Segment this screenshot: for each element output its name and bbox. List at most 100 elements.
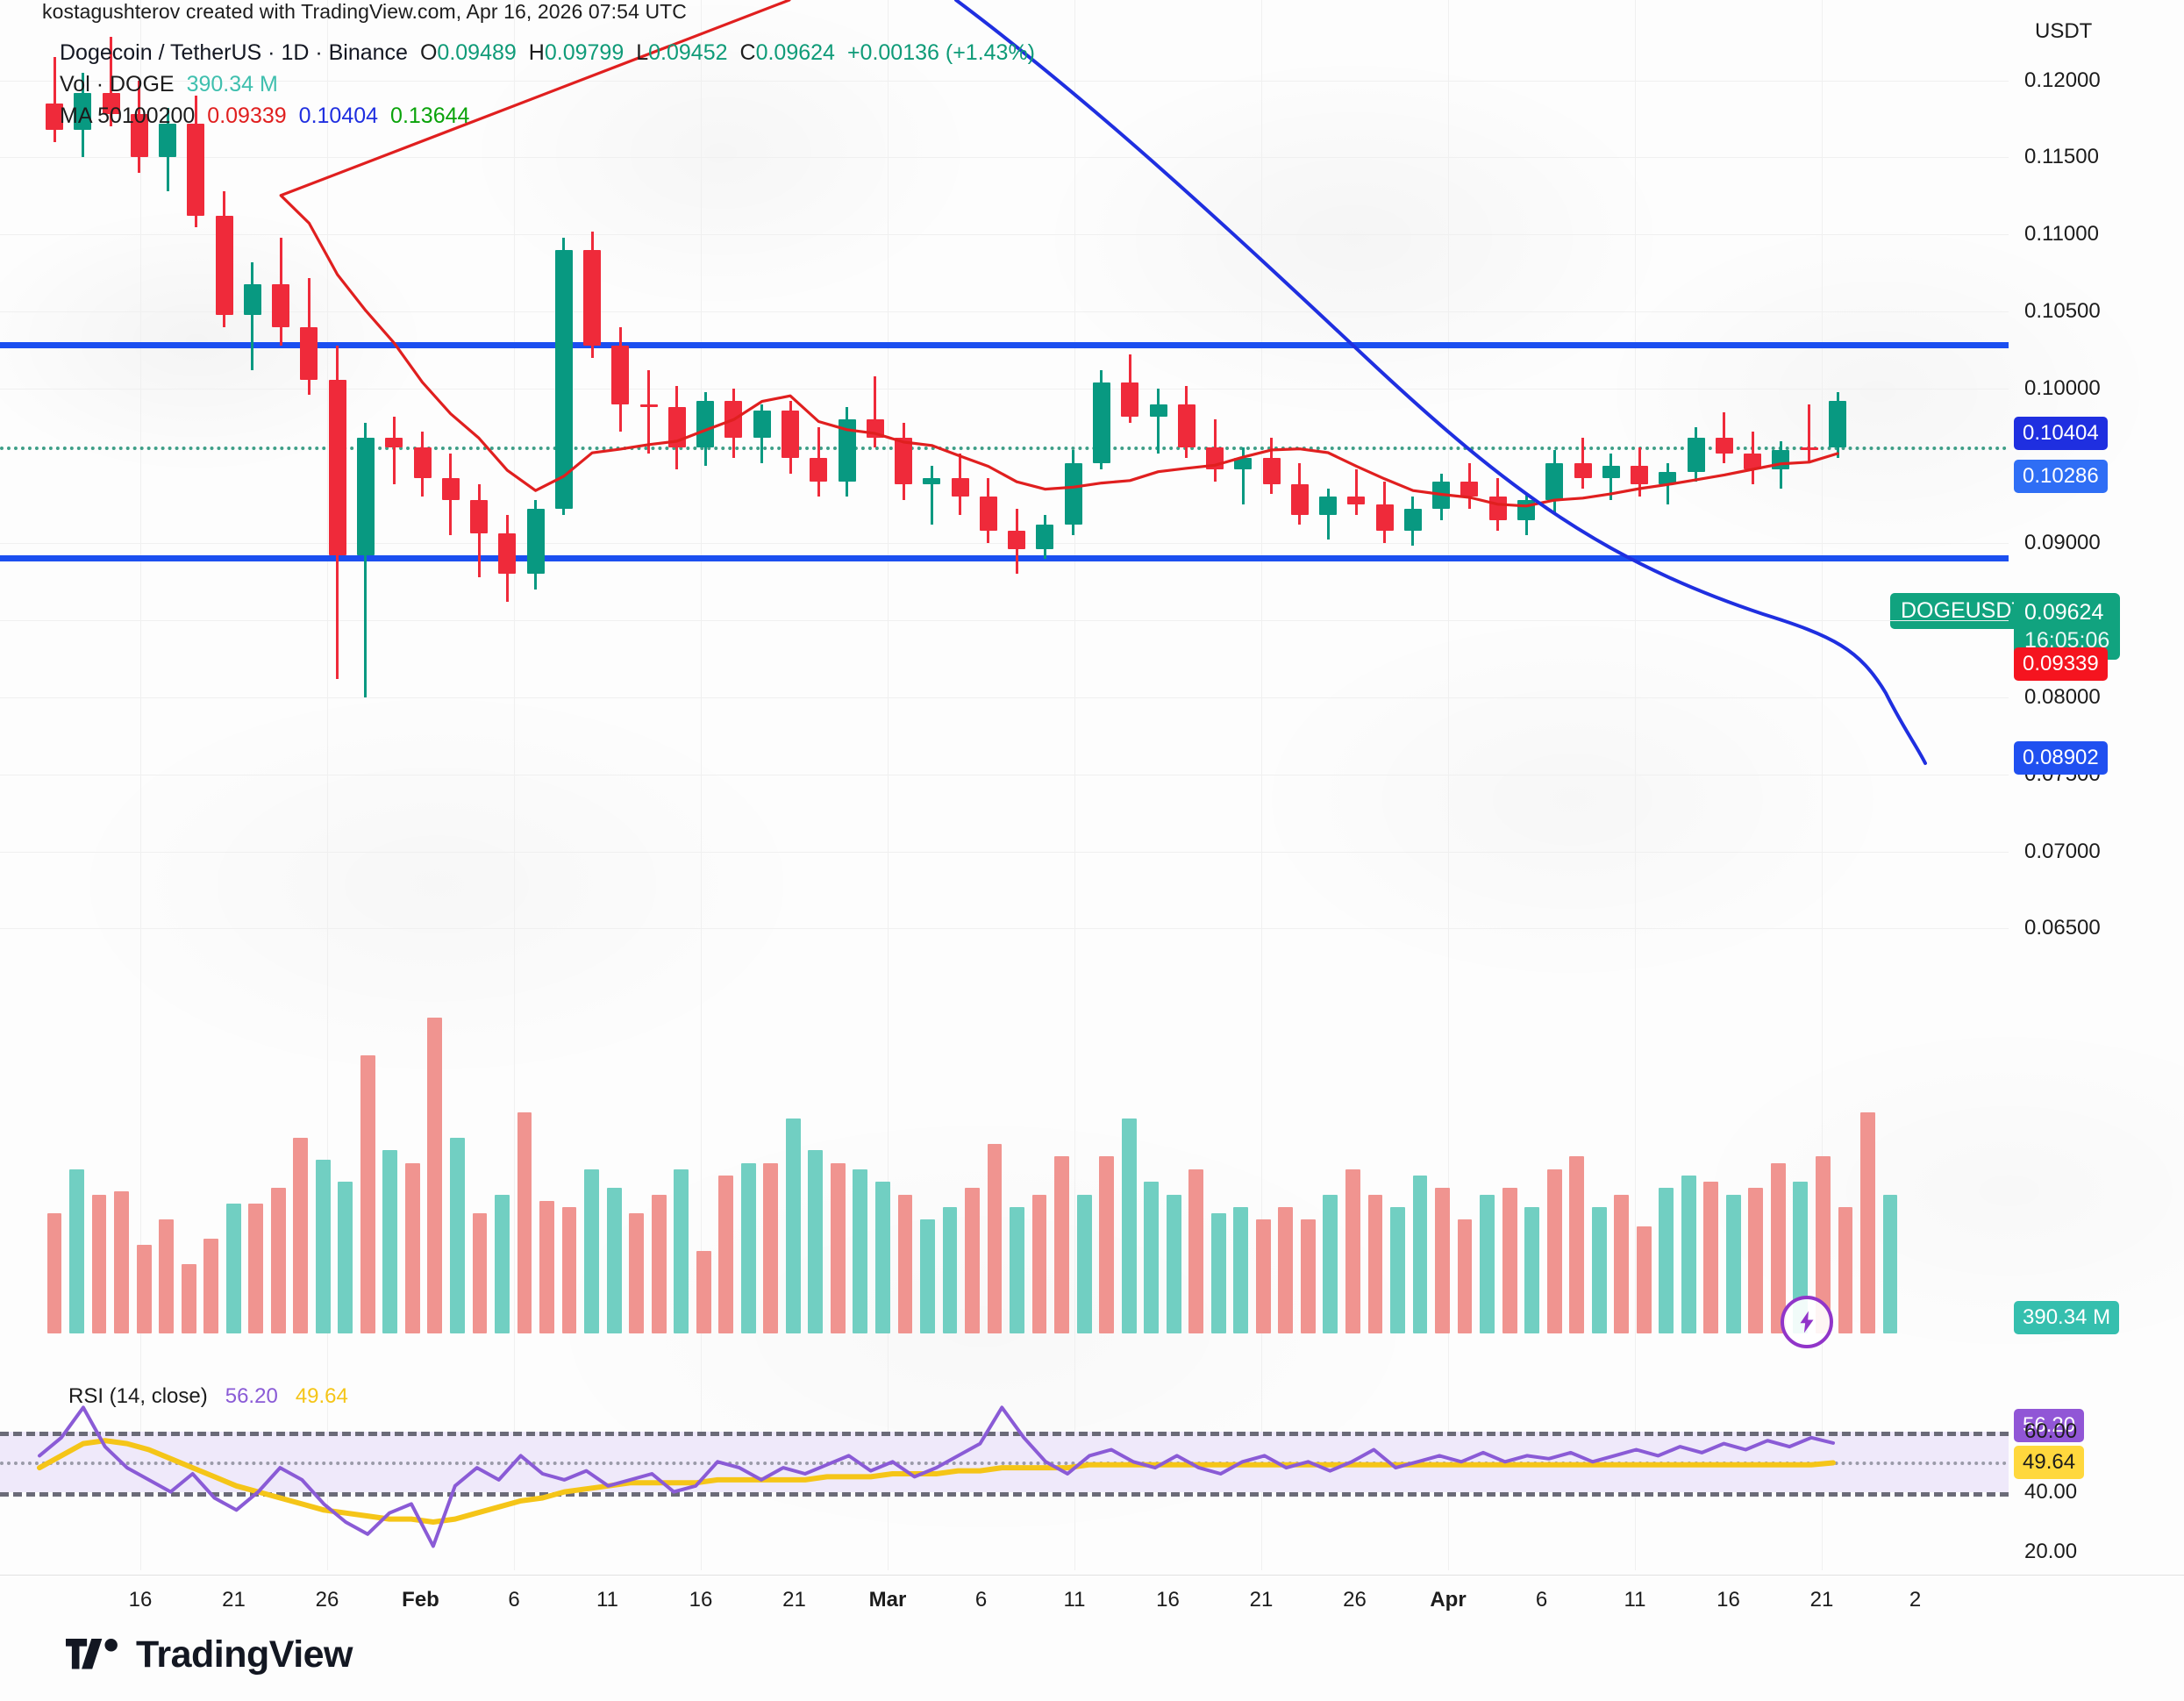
volume-bar[interactable]: [651, 1194, 667, 1333]
volume-bar[interactable]: [606, 1188, 622, 1333]
volume-bar[interactable]: [763, 1162, 779, 1333]
volume-bar[interactable]: [472, 1213, 488, 1333]
candle-body[interactable]: [328, 379, 346, 555]
time-axis-tick[interactable]: 6: [1535, 1588, 1548, 1612]
volume-bar[interactable]: [1546, 1169, 1562, 1333]
time-axis-tick[interactable]: 21: [1249, 1588, 1274, 1612]
volume-bar[interactable]: [203, 1239, 219, 1333]
volume-bar[interactable]: [1860, 1112, 1875, 1333]
candle-body[interactable]: [1177, 404, 1195, 447]
candle-body[interactable]: [1149, 404, 1167, 417]
candle-body[interactable]: [1545, 462, 1564, 500]
volume-bar[interactable]: [46, 1213, 62, 1333]
time-axis-tick[interactable]: 16: [128, 1588, 153, 1612]
volume-bar[interactable]: [1569, 1156, 1585, 1333]
candle-body[interactable]: [696, 401, 715, 447]
volume-bar[interactable]: [315, 1160, 331, 1333]
lightning-bolt-icon[interactable]: [1781, 1296, 1833, 1348]
volume-bar[interactable]: [1659, 1188, 1674, 1333]
candle-body[interactable]: [667, 407, 686, 447]
time-axis-tick[interactable]: 11: [596, 1588, 618, 1612]
volume-bar[interactable]: [853, 1169, 868, 1333]
candle-body[interactable]: [1262, 458, 1281, 485]
time-axis-tick[interactable]: 11: [1063, 1588, 1086, 1612]
candle-body[interactable]: [1092, 382, 1110, 463]
volume-bar[interactable]: [1278, 1207, 1294, 1333]
volume-bar[interactable]: [181, 1263, 196, 1333]
candle-body[interactable]: [583, 249, 602, 346]
volume-bar[interactable]: [1031, 1194, 1047, 1333]
volume-bar[interactable]: [1076, 1194, 1092, 1333]
volume-bar[interactable]: [1524, 1207, 1540, 1333]
volume-bar[interactable]: [1882, 1194, 1898, 1333]
volume-bar[interactable]: [1121, 1119, 1137, 1333]
volume-bar[interactable]: [1144, 1182, 1160, 1333]
volume-bar[interactable]: [517, 1112, 532, 1333]
volume-bar[interactable]: [1255, 1219, 1271, 1333]
candle-body[interactable]: [1319, 497, 1338, 516]
candle-body[interactable]: [441, 478, 460, 500]
candle-body[interactable]: [215, 216, 233, 315]
volume-bar[interactable]: [1502, 1188, 1517, 1333]
volume-bar[interactable]: [1099, 1156, 1115, 1333]
candle-body[interactable]: [1064, 462, 1082, 525]
volume-bar[interactable]: [808, 1150, 824, 1333]
volume-bar[interactable]: [1614, 1194, 1630, 1333]
volume-bar[interactable]: [270, 1188, 286, 1333]
volume-bar[interactable]: [450, 1137, 465, 1333]
candle-body[interactable]: [923, 478, 941, 485]
legend-volume-row[interactable]: Vol · DOGE 390.34 M: [60, 68, 1035, 100]
volume-bar[interactable]: [1300, 1219, 1316, 1333]
candle-body[interactable]: [979, 497, 997, 531]
time-axis-tick[interactable]: 26: [1343, 1588, 1367, 1612]
volume-bar[interactable]: [1793, 1182, 1809, 1333]
volume-bar[interactable]: [1233, 1207, 1249, 1333]
volume-bar[interactable]: [248, 1204, 264, 1333]
candle-body[interactable]: [526, 509, 545, 575]
volume-bar[interactable]: [785, 1119, 801, 1333]
volume-bar[interactable]: [987, 1144, 1003, 1333]
candle-body[interactable]: [1460, 481, 1479, 497]
time-axis-tick[interactable]: 21: [1809, 1588, 1834, 1612]
volume-bar[interactable]: [1412, 1176, 1428, 1333]
candle-body[interactable]: [1008, 530, 1026, 549]
volume-bar[interactable]: [114, 1191, 129, 1333]
price-level-resistance[interactable]: [0, 341, 2009, 348]
volume-bar[interactable]: [1367, 1194, 1383, 1333]
volume-bar[interactable]: [1188, 1169, 1204, 1333]
candle-body[interactable]: [1574, 462, 1592, 479]
candle-body[interactable]: [45, 103, 63, 130]
time-axis-tick[interactable]: 16: [689, 1588, 713, 1612]
volume-bar[interactable]: [427, 1018, 443, 1333]
volume-bar[interactable]: [1166, 1194, 1181, 1333]
volume-bar[interactable]: [942, 1207, 958, 1333]
candle-body[interactable]: [611, 345, 630, 404]
time-axis-tick[interactable]: 11: [1624, 1588, 1646, 1612]
candle-body[interactable]: [356, 438, 375, 555]
volume-bar[interactable]: [1480, 1194, 1495, 1333]
volume-bar[interactable]: [830, 1162, 846, 1333]
candle-body[interactable]: [1631, 466, 1649, 485]
candle-body[interactable]: [1602, 466, 1620, 479]
volume-bar[interactable]: [1591, 1207, 1607, 1333]
chart-plot-area[interactable]: [0, 0, 2009, 1701]
volume-bar[interactable]: [1323, 1194, 1338, 1333]
volume-bar[interactable]: [539, 1200, 554, 1333]
candle-body[interactable]: [470, 499, 489, 534]
candle-body[interactable]: [1036, 524, 1054, 549]
volume-bar[interactable]: [1770, 1162, 1786, 1333]
volume-bar[interactable]: [674, 1169, 689, 1333]
volume-bar[interactable]: [1725, 1194, 1741, 1333]
candle-body[interactable]: [385, 438, 403, 447]
candle-body[interactable]: [1347, 497, 1366, 504]
candle-body[interactable]: [1234, 458, 1253, 469]
time-axis-tick[interactable]: 26: [315, 1588, 339, 1612]
candle-body[interactable]: [1375, 504, 1394, 531]
candle-body[interactable]: [1828, 401, 1846, 447]
volume-bar[interactable]: [584, 1169, 599, 1333]
volume-bar[interactable]: [360, 1055, 375, 1333]
candle-body[interactable]: [102, 92, 120, 115]
volume-bar[interactable]: [1435, 1188, 1450, 1333]
candle-body[interactable]: [159, 123, 177, 158]
volume-bar[interactable]: [920, 1219, 935, 1333]
